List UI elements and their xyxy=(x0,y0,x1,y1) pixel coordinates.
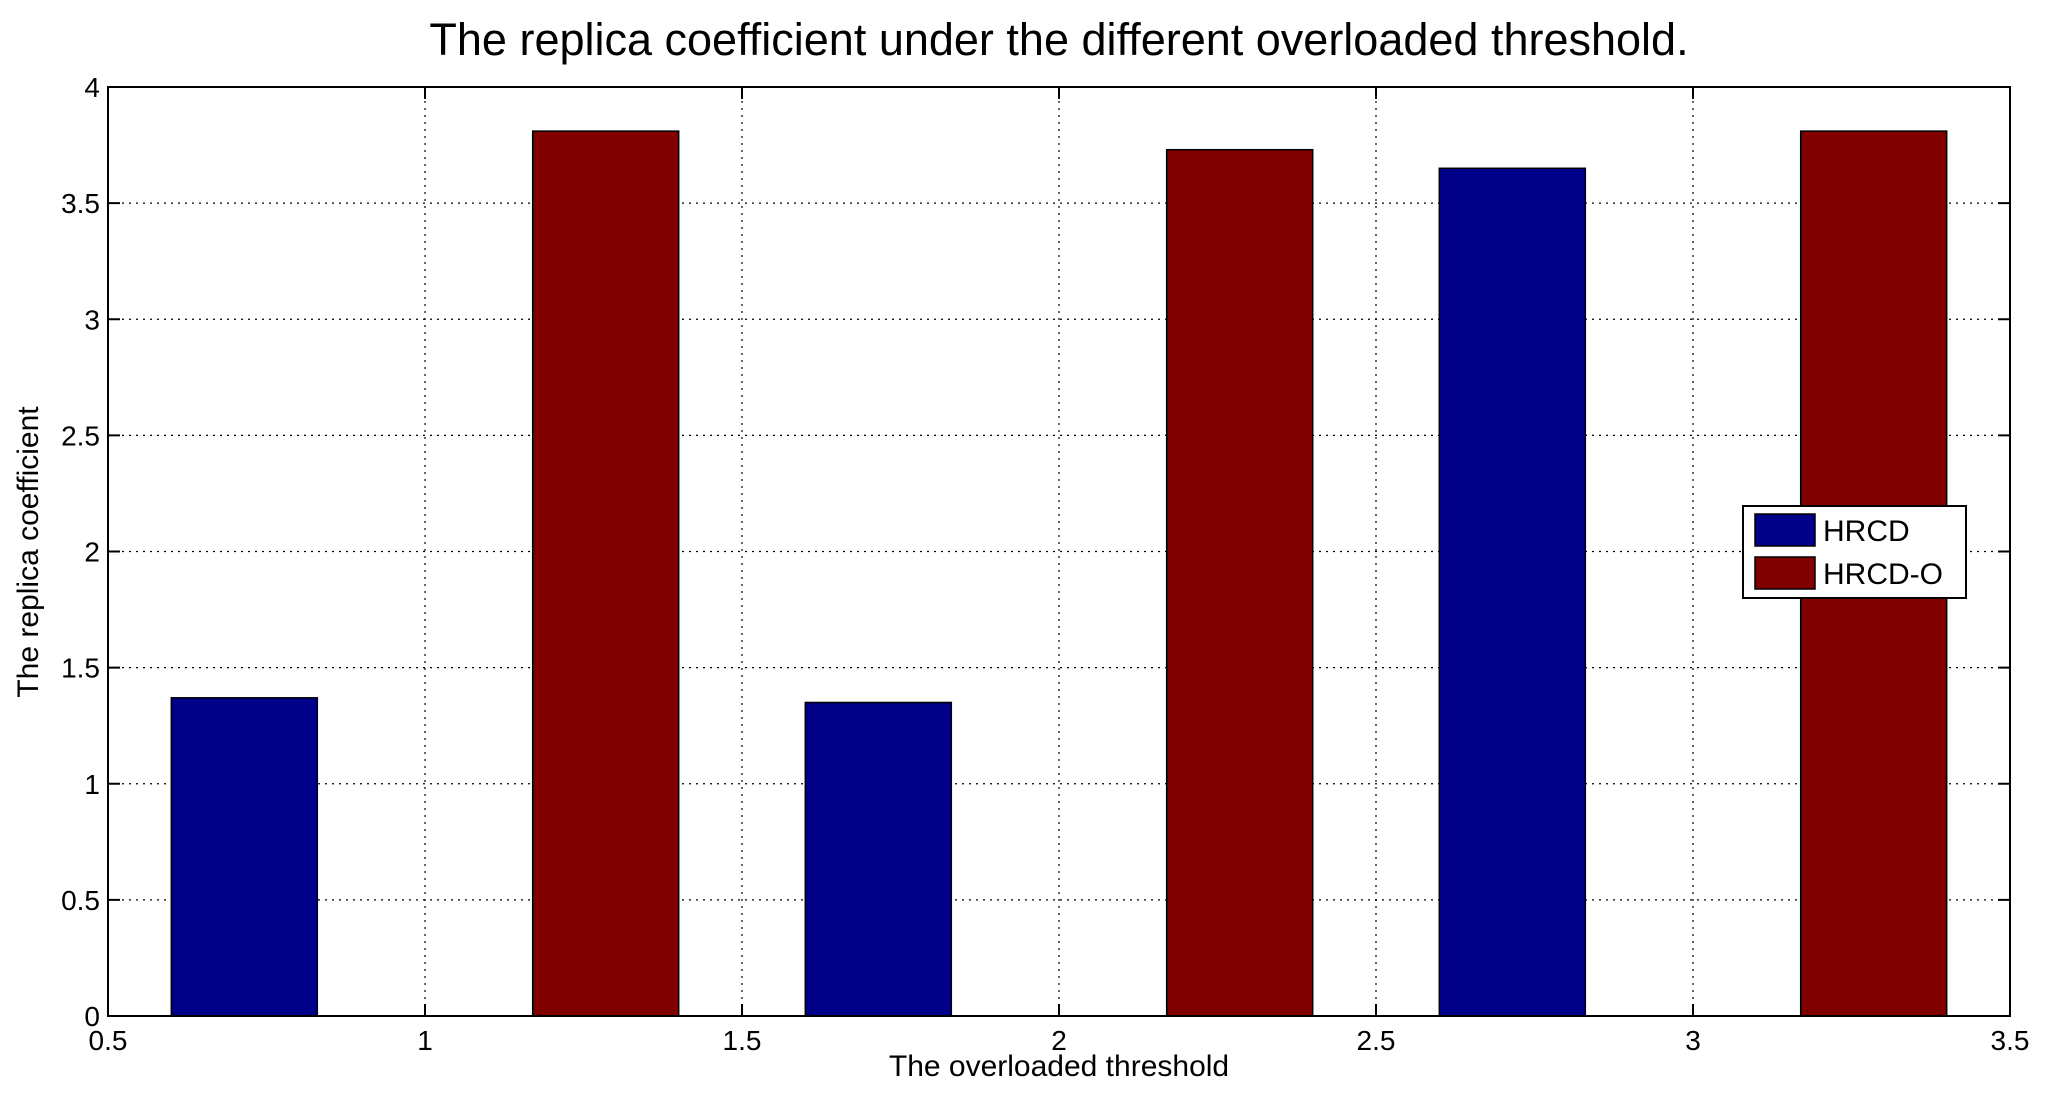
x-tick-label: 2.5 xyxy=(1357,1025,1396,1056)
x-tick-label: 1 xyxy=(417,1025,433,1056)
y-tick-label: 4 xyxy=(84,72,100,103)
bar-hrcd-3 xyxy=(1438,167,1587,1017)
legend-swatch-hrcd xyxy=(1754,513,1816,547)
y-tick-label: 3 xyxy=(84,304,100,335)
y-tick-label: 0.5 xyxy=(61,885,100,916)
bar-hrcd-1 xyxy=(170,697,319,1017)
x-tick-label: 2 xyxy=(1051,1025,1067,1056)
y-tick-label: 0 xyxy=(84,1001,100,1032)
x-tick-label: 1.5 xyxy=(723,1025,762,1056)
y-tick-label: 1 xyxy=(84,769,100,800)
y-tick-label: 1.5 xyxy=(61,653,100,684)
x-tick-label: 3 xyxy=(1685,1025,1701,1056)
legend: HRCD HRCD-O xyxy=(1742,505,1967,599)
legend-label-hrcd-o: HRCD-O xyxy=(1823,558,1943,591)
chart-title: The replica coefficient under the differ… xyxy=(429,14,1688,65)
bars xyxy=(170,130,1948,1017)
y-tick-label: 2 xyxy=(84,537,100,568)
legend-label-hrcd: HRCD xyxy=(1823,515,1910,548)
bar-hrcd-o-1 xyxy=(531,130,680,1017)
x-axis-label: The overloaded threshold xyxy=(889,1050,1229,1083)
y-tick-label: 2.5 xyxy=(61,420,100,451)
x-tick-label: 0.5 xyxy=(89,1025,128,1056)
bar-hrcd-2 xyxy=(804,701,953,1017)
y-tick-label: 3.5 xyxy=(61,188,100,219)
bar-hrcd-o-2 xyxy=(1165,148,1314,1017)
axes: 0.5 1 1.5 2 2.5 3 3.500.511.522.533.54 xyxy=(61,72,2029,1056)
legend-swatch-hrcd-o xyxy=(1754,556,1816,590)
y-axis-label: The replica coefficient xyxy=(12,406,45,698)
x-tick-label: 3.5 xyxy=(1991,1025,2030,1056)
